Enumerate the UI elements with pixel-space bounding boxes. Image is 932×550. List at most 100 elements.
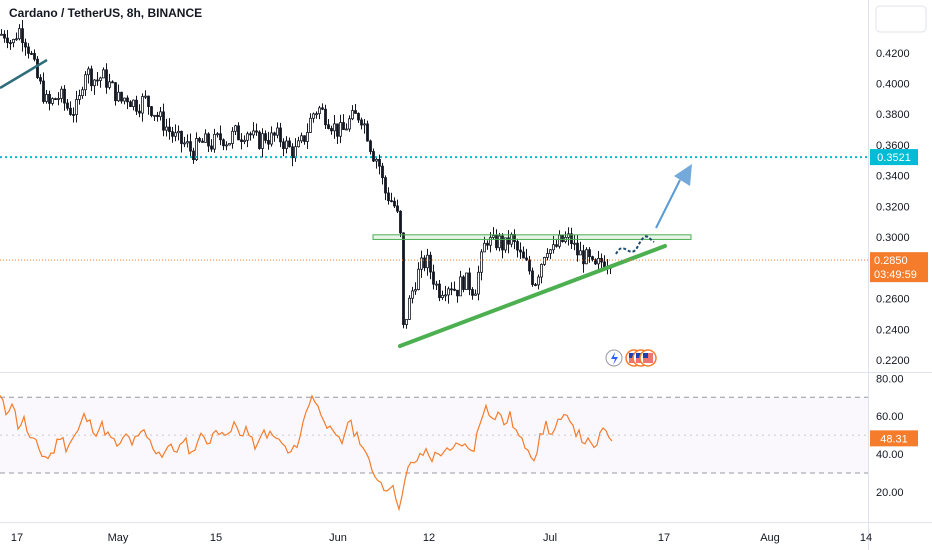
- price-tick-label: 0.2400: [876, 324, 910, 336]
- countdown-text: 03:49:59: [874, 269, 917, 281]
- candle-body: [483, 242, 486, 253]
- candle-body: [261, 133, 264, 149]
- candle-body: [318, 107, 321, 115]
- candle-body: [504, 237, 507, 251]
- candle-body: [306, 132, 309, 142]
- target-arrow: [655, 164, 692, 229]
- candle-body: [594, 259, 597, 265]
- candle-body: [135, 99, 138, 112]
- candle-body: [54, 98, 57, 101]
- candle-body: [189, 141, 192, 152]
- candle-body: [225, 144, 228, 147]
- candle-body: [180, 130, 183, 144]
- candle-body: [207, 133, 210, 147]
- candle-body: [132, 99, 135, 108]
- candle-body: [264, 133, 267, 141]
- candle-body: [297, 140, 300, 148]
- candle-body: [21, 28, 24, 44]
- candle-body: [441, 294, 444, 299]
- candle-body: [546, 253, 549, 258]
- price-tick-label: 0.4200: [876, 48, 910, 60]
- candle-body: [486, 242, 489, 246]
- candle-body: [222, 139, 225, 147]
- candle-body: [438, 283, 441, 299]
- candle-body: [309, 117, 312, 133]
- candle-body: [480, 251, 483, 273]
- candle-body: [174, 132, 177, 137]
- candle-body: [72, 114, 75, 116]
- rsi-value-tag: [870, 430, 918, 447]
- candle-body: [312, 113, 315, 119]
- candle-body: [291, 146, 294, 159]
- prior-trendline: [0, 58, 48, 90]
- candle-body: [408, 297, 411, 320]
- candle-body: [360, 119, 363, 126]
- candle-body: [9, 42, 12, 45]
- flag-canton: [629, 353, 634, 358]
- candle-body: [90, 68, 93, 87]
- scale-button: [875, 5, 927, 33]
- candle-body: [258, 131, 261, 149]
- event-icons: [605, 349, 657, 367]
- price-tick-label: 0.3600: [876, 140, 910, 152]
- candle-body: [540, 263, 543, 278]
- time-tick-label: 17: [11, 532, 23, 544]
- price-tick-label: 0.3200: [876, 201, 910, 213]
- candle-body: [444, 294, 447, 297]
- candle-body: [588, 249, 591, 258]
- candle-body: [252, 130, 255, 136]
- candle-body: [78, 95, 81, 100]
- candle-body: [447, 288, 450, 296]
- rsi-value-text: 48.31: [880, 433, 908, 445]
- candle-body: [84, 74, 87, 91]
- candle-body: [147, 95, 150, 107]
- candle-body: [522, 251, 525, 259]
- candle-body: [354, 110, 357, 114]
- candle-body: [315, 113, 318, 116]
- candle-body: [345, 128, 348, 131]
- candle-body: [213, 133, 216, 150]
- candle-body: [36, 58, 39, 78]
- price-tick-label: 0.3800: [876, 109, 910, 121]
- candle-body: [96, 79, 99, 82]
- candle-body: [357, 113, 360, 121]
- candle-body: [237, 125, 240, 141]
- candle-body: [351, 110, 354, 120]
- candle-body: [399, 210, 402, 234]
- candle-body: [429, 254, 432, 273]
- candle-body: [183, 142, 186, 145]
- candle-body: [405, 319, 408, 325]
- candle-body: [246, 133, 249, 141]
- candle-body: [378, 158, 381, 167]
- candle-body: [414, 289, 417, 292]
- candle-body: [489, 237, 492, 246]
- candle-body: [525, 257, 528, 261]
- price-tick-label: 0.3400: [876, 171, 910, 183]
- candle-body: [498, 235, 501, 249]
- target-price-tag: [870, 149, 918, 166]
- candle-body: [321, 107, 324, 110]
- candle-body: [111, 81, 114, 84]
- candle-body: [597, 258, 600, 265]
- candle-body: [81, 89, 84, 97]
- candle-body: [369, 140, 372, 152]
- candle-body: [384, 177, 387, 194]
- candle-body: [240, 139, 243, 142]
- candle-body: [270, 132, 273, 145]
- candle-body: [456, 289, 459, 297]
- candle-body: [204, 133, 207, 143]
- candle-body: [57, 98, 60, 100]
- candle-body: [192, 150, 195, 161]
- candle-body: [45, 93, 48, 102]
- candle-body: [402, 232, 405, 325]
- candle-body: [465, 272, 468, 290]
- price-tick-label: 0.2600: [876, 294, 910, 306]
- candle-body: [576, 242, 579, 256]
- candle-body: [234, 125, 237, 132]
- candle-body: [156, 114, 159, 118]
- candle-body: [30, 53, 33, 55]
- time-tick-label: May: [108, 532, 129, 544]
- candle-body: [477, 271, 480, 295]
- candle-body: [372, 151, 375, 162]
